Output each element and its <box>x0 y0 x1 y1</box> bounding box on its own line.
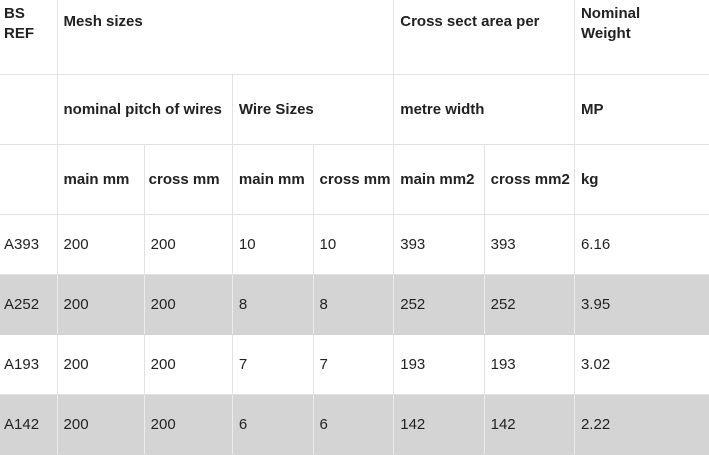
cell-wire-cross: 6 <box>313 394 395 455</box>
header-row-1: BS REF Mesh sizes Cross sect area per No… <box>0 0 709 75</box>
header-pitch-cross: cross mm <box>144 144 233 215</box>
header-mesh-sizes: Mesh sizes <box>57 0 395 75</box>
cell-pitch-cross: 200 <box>144 274 233 335</box>
header-wire-main: main mm <box>232 144 314 215</box>
cell-pitch-main: 200 <box>57 394 145 455</box>
header-pitch-main: main mm <box>57 144 145 215</box>
header-empty <box>0 144 58 215</box>
cell-pitch-cross: 200 <box>144 394 233 455</box>
header-weight-unit: kg <box>574 144 709 215</box>
cell-wire-cross: 8 <box>313 274 395 335</box>
cell-area-cross: 252 <box>484 274 575 335</box>
header-metre-width: metre width <box>393 74 575 145</box>
header-row-3: main mm cross mm main mm cross mm main m… <box>0 144 709 215</box>
header-area-cross: cross mm2 <box>484 144 575 215</box>
cell-wire-main: 7 <box>232 334 314 395</box>
cell-area-main: 393 <box>393 214 485 275</box>
table-row: A193 200 200 7 7 193 193 3.02 <box>0 334 709 395</box>
cell-area-cross: 142 <box>484 394 575 455</box>
cell-pitch-cross: 200 <box>144 214 233 275</box>
cell-area-main: 252 <box>393 274 485 335</box>
header-row-2: nominal pitch of wires Wire Sizes metre … <box>0 74 709 145</box>
cell-area-cross: 193 <box>484 334 575 395</box>
cell-ref: A252 <box>0 274 58 335</box>
header-nominal-weight: Nominal Weight <box>574 0 709 75</box>
header-bs-ref: BS REF <box>0 0 58 75</box>
cell-wire-cross: 10 <box>313 214 395 275</box>
header-mp: MP <box>574 74 709 145</box>
header-wire-sizes: Wire Sizes <box>232 74 395 145</box>
cell-pitch-main: 200 <box>57 274 145 335</box>
cell-ref: A193 <box>0 334 58 395</box>
cell-area-cross: 393 <box>484 214 575 275</box>
cell-ref: A142 <box>0 394 58 455</box>
cell-weight: 2.22 <box>574 394 709 455</box>
table-row: A142 200 200 6 6 142 142 2.22 <box>0 394 709 455</box>
cell-wire-main: 10 <box>232 214 314 275</box>
cell-weight: 3.95 <box>574 274 709 335</box>
header-empty <box>0 74 58 145</box>
cell-area-main: 142 <box>393 394 485 455</box>
cell-wire-main: 8 <box>232 274 314 335</box>
header-area-main: main mm2 <box>393 144 485 215</box>
cell-ref: A393 <box>0 214 58 275</box>
cell-pitch-main: 200 <box>57 214 145 275</box>
header-nominal-pitch: nominal pitch of wires <box>57 74 233 145</box>
cell-area-main: 193 <box>393 334 485 395</box>
cell-weight: 3.02 <box>574 334 709 395</box>
table-row: A252 200 200 8 8 252 252 3.95 <box>0 274 709 335</box>
cell-weight: 6.16 <box>574 214 709 275</box>
table-row: A393 200 200 10 10 393 393 6.16 <box>0 214 709 275</box>
header-cross-sect-area: Cross sect area per <box>393 0 575 75</box>
header-wire-cross: cross mm <box>313 144 395 215</box>
cell-wire-cross: 7 <box>313 334 395 395</box>
cell-pitch-cross: 200 <box>144 334 233 395</box>
cell-wire-main: 6 <box>232 394 314 455</box>
cell-pitch-main: 200 <box>57 334 145 395</box>
